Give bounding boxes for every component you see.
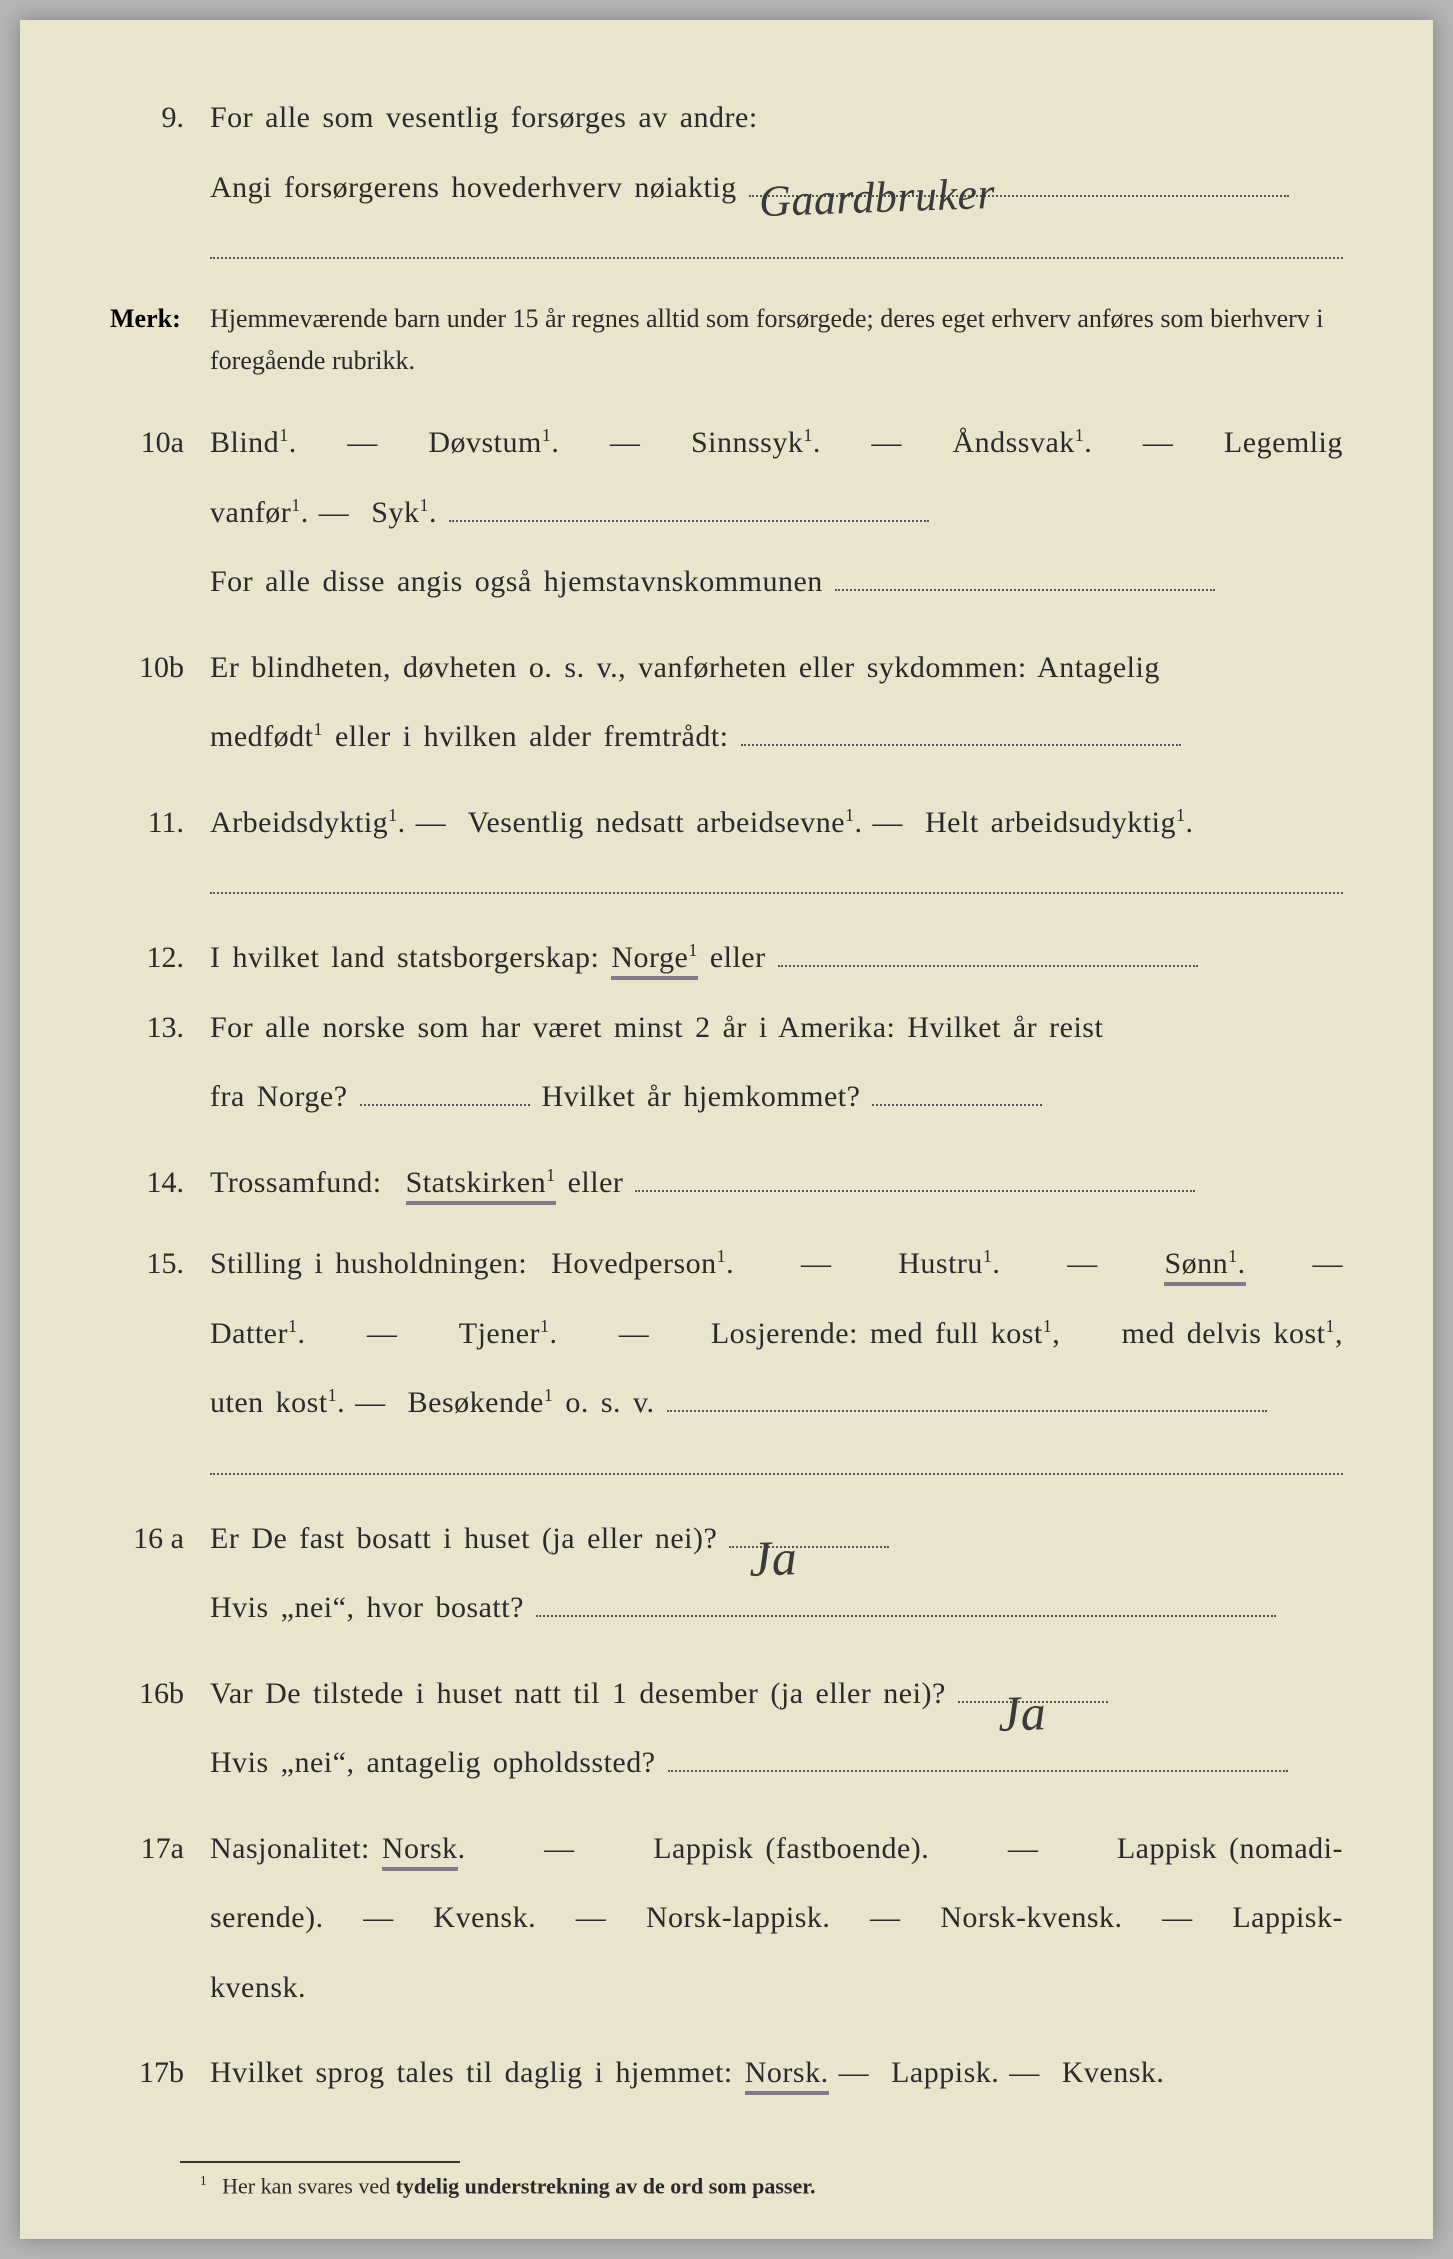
merk-note: Merk: Hjemmeværende barn under 15 år reg… bbox=[110, 295, 1343, 381]
q17a-norsk-lappisk: Norsk-lappisk bbox=[646, 1901, 822, 1934]
q10a-blind: Blind bbox=[210, 426, 279, 459]
q15-number: 15. bbox=[110, 1236, 210, 1292]
q15-losjerende-full: Losjerende: med full kost bbox=[711, 1317, 1043, 1350]
q10a-number: 10a bbox=[110, 415, 210, 471]
q17a-lappisk-nomad: Lappisk (nomadi- bbox=[1117, 1821, 1343, 1877]
q12-norge-selected: Norge bbox=[611, 941, 688, 974]
q17b-number: 17b bbox=[110, 2045, 210, 2101]
q10a-hjemstavn: For alle disse angis også hjemstavnskomm… bbox=[210, 565, 823, 598]
question-15: 15. Stilling i husholdningen: Hovedperso… bbox=[110, 1236, 1343, 1475]
question-10a: 10a Blind1. — Døvstum1. — Sinnssyk1. — Å… bbox=[110, 415, 1343, 610]
q10a-syk: Syk bbox=[371, 496, 419, 529]
q13-hjemkommet: Hvilket år hjemkommet? bbox=[542, 1080, 861, 1113]
footnote: 1 Her kan svares ved tydelig understrekn… bbox=[200, 2173, 1343, 2199]
q9-line2-pre: Angi forsørgerens hovederhverv nøiaktig bbox=[210, 171, 737, 204]
q16a-answer: Ja bbox=[748, 1511, 799, 1605]
q16a-line1: Er De fast bosatt i huset (ja eller nei)… bbox=[210, 1522, 717, 1555]
q17a-pre: Nasjonalitet: bbox=[210, 1832, 370, 1865]
q15-hovedperson: Hovedperson bbox=[551, 1247, 716, 1280]
question-17a: 17a Nasjonalitet: Norsk. — Lappisk (fast… bbox=[110, 1821, 1343, 2016]
q10a-dovstum: Døvstum bbox=[428, 426, 542, 459]
q17a-norsk-selected: Norsk bbox=[382, 1832, 458, 1871]
q15-hustru: Hustru bbox=[898, 1247, 983, 1280]
q17a-serende: serende) bbox=[210, 1901, 316, 1934]
question-16a: 16 a Er De fast bosatt i huset (ja eller… bbox=[110, 1511, 1343, 1636]
q16b-number: 16b bbox=[110, 1666, 210, 1722]
footnote-sup: 1 bbox=[200, 2173, 207, 2188]
merk-text: Hjemmeværende barn under 15 år regnes al… bbox=[210, 298, 1343, 381]
form-page: 9. For alle som vesentlig forsørges av a… bbox=[20, 20, 1433, 2239]
q17a-lappisk-tail: Lappisk- bbox=[1232, 1890, 1343, 1946]
q16b-line1: Var De tilstede i huset natt til 1 desem… bbox=[210, 1677, 946, 1710]
q12-post: eller bbox=[710, 941, 766, 974]
q11-udyktig: Helt arbeidsudyktig bbox=[925, 806, 1176, 839]
q12-number: 12. bbox=[110, 930, 210, 986]
question-14: 14. Trossamfund: Statskirken1 eller bbox=[110, 1155, 1343, 1211]
q13-number: 13. bbox=[110, 1000, 210, 1056]
q15-uten-kost: uten kost bbox=[210, 1386, 328, 1419]
q17a-kvensk-end: kvensk. bbox=[210, 1971, 306, 2004]
q14-pre: Trossamfund: bbox=[210, 1166, 382, 1199]
question-16b: 16b Var De tilstede i huset natt til 1 d… bbox=[110, 1666, 1343, 1791]
footnote-separator bbox=[180, 2161, 460, 2163]
question-11: 11. Arbeidsdyktig1.— Vesentlig nedsatt a… bbox=[110, 795, 1343, 895]
question-13: 13. For alle norske som har været minst … bbox=[110, 1000, 1343, 1125]
q15-delvis-kost: med delvis kost bbox=[1122, 1317, 1326, 1350]
q11-number: 11. bbox=[110, 795, 210, 851]
q11-nedsatt: Vesentlig nedsatt arbeidsevne bbox=[468, 806, 845, 839]
q15-tjener: Tjener bbox=[459, 1317, 540, 1350]
q15-osv: o. s. v. bbox=[565, 1386, 654, 1419]
q14-statskirken-selected: Statskirken bbox=[406, 1166, 547, 1199]
q17a-lappisk-fast: Lappisk (fastboende) bbox=[653, 1832, 921, 1865]
q16a-number: 16 a bbox=[110, 1511, 210, 1567]
q10a-sinnssyk: Sinnssyk bbox=[691, 426, 803, 459]
q10b-alder: eller i hvilken alder fremtrådt: bbox=[335, 720, 729, 753]
question-10b: 10b Er blindheten, døvheten o. s. v., va… bbox=[110, 640, 1343, 765]
q11-arbeidsdyktig: Arbeidsdyktig bbox=[210, 806, 388, 839]
q15-besokende: Besøkende bbox=[408, 1386, 544, 1419]
q9-line1: For alle som vesentlig forsørges av andr… bbox=[210, 90, 1343, 146]
q17b-pre: Hvilket sprog tales til daglig i hjemmet… bbox=[210, 2056, 733, 2089]
footnote-text: Her kan svares ved tydelig understreknin… bbox=[222, 2173, 815, 2198]
q15-sonn-selected: Sønn bbox=[1164, 1247, 1228, 1280]
q17b-kvensk: Kvensk. bbox=[1062, 2056, 1165, 2089]
q13-fra-norge: fra Norge? bbox=[210, 1080, 348, 1113]
q15-pre: Stilling i husholdningen: bbox=[210, 1247, 527, 1280]
q14-post: eller bbox=[568, 1166, 624, 1199]
q15-datter: Datter bbox=[210, 1317, 288, 1350]
q16b-line2: Hvis „nei“, antagelig opholdssted? bbox=[210, 1746, 656, 1779]
q14-number: 14. bbox=[110, 1155, 210, 1211]
q9-number: 9. bbox=[110, 90, 210, 146]
q10b-line1: Er blindheten, døvheten o. s. v., vanfør… bbox=[210, 640, 1343, 696]
q10a-legemlig: Legemlig bbox=[1224, 415, 1343, 471]
question-17b: 17b Hvilket sprog tales til daglig i hje… bbox=[110, 2045, 1343, 2101]
q12-pre: I hvilket land statsborgerskap: bbox=[210, 941, 599, 974]
merk-label: Merk: bbox=[110, 295, 210, 343]
q17b-lappisk: Lappisk. bbox=[891, 2056, 999, 2089]
q10b-medfodt: medfødt bbox=[210, 720, 313, 753]
q10b-number: 10b bbox=[110, 640, 210, 696]
q10a-vanfor: vanfør bbox=[210, 496, 291, 529]
q17b-norsk-selected: Norsk. bbox=[745, 2056, 829, 2095]
q17a-norsk-kvensk: Norsk-kvensk bbox=[940, 1901, 1114, 1934]
question-12: 12. I hvilket land statsborgerskap: Norg… bbox=[110, 930, 1343, 986]
q10a-andssvak: Åndssvak bbox=[952, 426, 1074, 459]
q16b-answer: Ja bbox=[996, 1666, 1047, 1760]
q16a-line2: Hvis „nei“, hvor bosatt? bbox=[210, 1591, 524, 1624]
q17a-number: 17a bbox=[110, 1821, 210, 1877]
q17a-kvensk: Kvensk bbox=[433, 1901, 528, 1934]
question-9: 9. For alle som vesentlig forsørges av a… bbox=[110, 90, 1343, 259]
q9-handwritten-answer: Gaardbruker bbox=[757, 152, 996, 242]
q13-line1: For alle norske som har været minst 2 år… bbox=[210, 1000, 1343, 1056]
